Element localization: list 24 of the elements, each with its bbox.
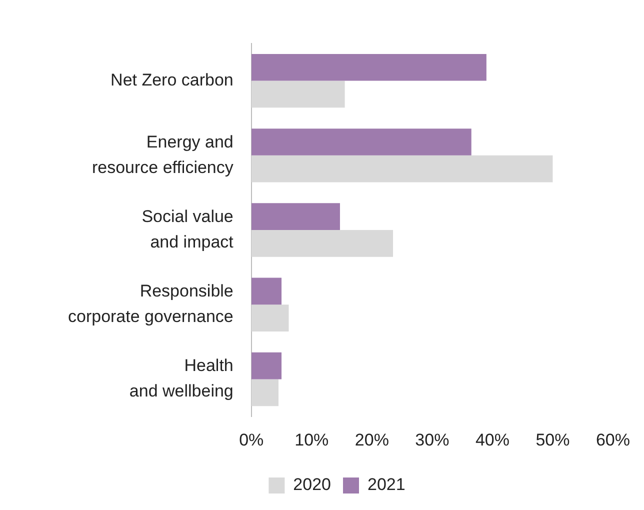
y-tick-label: Energy and resource efficiency (92, 132, 234, 177)
x-tick-label: 30% (415, 430, 450, 450)
y-tick-label: Social value and impact (142, 206, 234, 252)
x-tick-label: 10% (294, 430, 329, 450)
bar (251, 80, 345, 108)
legend-label: 2020 (293, 475, 332, 494)
bar (251, 155, 553, 182)
y-tick-label: Health and wellbeing (129, 356, 234, 401)
x-tick-label: 60% (596, 430, 630, 450)
y-tick-label: Responsible corporate governance (68, 282, 234, 326)
bar (251, 278, 282, 305)
x-tick-label: 50% (536, 430, 570, 450)
bar (251, 128, 472, 156)
x-tick-label: 0% (239, 430, 264, 450)
y-tick-label: Net Zero carbon (110, 70, 234, 90)
x-tick-label: 40% (475, 430, 510, 450)
bar (251, 379, 279, 406)
x-tick-label: 20% (354, 430, 389, 450)
bar (251, 54, 486, 81)
bar (251, 352, 282, 380)
bar (251, 203, 340, 230)
bar (251, 230, 394, 257)
bar (251, 304, 289, 332)
legend-label: 2021 (368, 475, 406, 494)
